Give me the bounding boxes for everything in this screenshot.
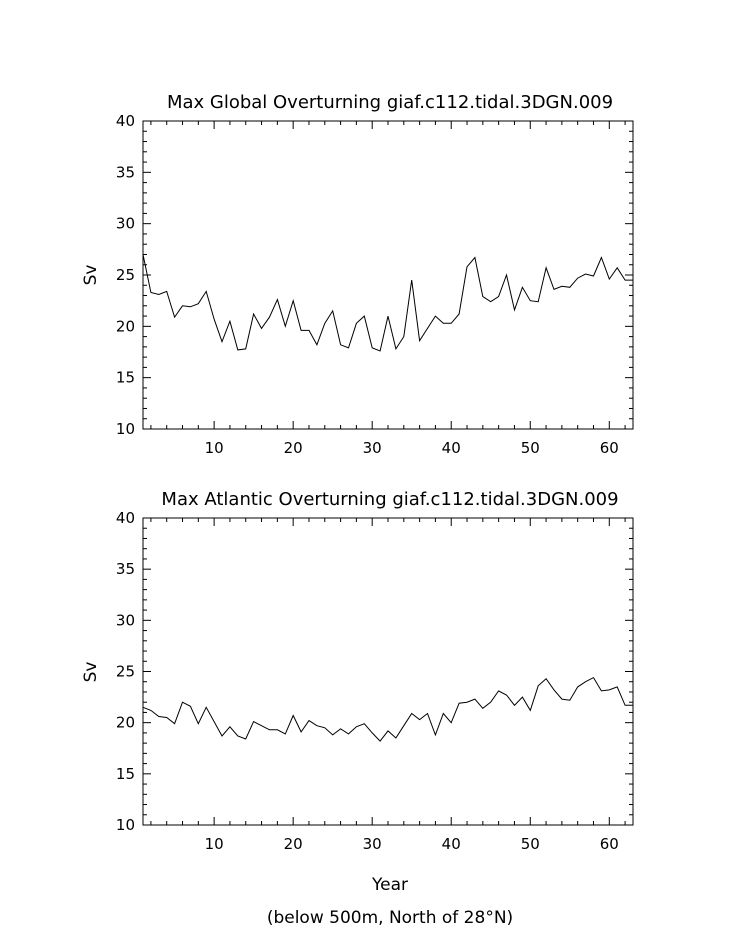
x-tick-label: 20 — [284, 439, 303, 457]
tick-labels: 10 20 30 40 50 60 10 15 20 25 30 35 40 — [116, 112, 619, 457]
x-tick-label: 30 — [363, 439, 382, 457]
x-tick-label: 10 — [205, 835, 224, 853]
chart-title: Max Global Overturning giaf.c112.tidal.3… — [167, 92, 613, 113]
x-tick-label: 40 — [442, 835, 461, 853]
y-tick-label: 40 — [116, 112, 135, 130]
y-tick-label: 35 — [116, 163, 135, 181]
x-tick-label: 10 — [205, 439, 224, 457]
x-tick-label: 50 — [521, 439, 540, 457]
y-tick-label: 30 — [116, 611, 135, 629]
y-tick-label: 30 — [116, 215, 135, 233]
x-tick-label: 50 — [521, 835, 540, 853]
y-axis-label: Sv — [81, 662, 101, 683]
chart-title: Max Atlantic Overturning giaf.c112.tidal… — [161, 489, 618, 510]
y-tick-label: 15 — [116, 369, 135, 387]
tick-labels: 10 20 30 40 50 60 10 15 20 25 30 35 40 — [116, 509, 619, 853]
y-tick-label: 25 — [116, 663, 135, 681]
x-tick-label: 40 — [442, 439, 461, 457]
atlantic-overturning-chart: Max Atlantic Overturning giaf.c112.tidal… — [81, 489, 634, 928]
y-tick-label: 40 — [116, 509, 135, 527]
plot-frame — [142, 120, 634, 430]
y-axis-label: Sv — [81, 265, 101, 286]
x-tick-label: 20 — [284, 835, 303, 853]
global-overturning-chart: Max Global Overturning giaf.c112.tidal.3… — [81, 92, 634, 457]
y-tick-label: 20 — [116, 317, 135, 335]
y-tick-label: 10 — [116, 420, 135, 438]
y-tick-label: 10 — [116, 816, 135, 834]
y-tick-label: 25 — [116, 266, 135, 284]
y-tick-label: 15 — [116, 765, 135, 783]
y-tick-label: 35 — [116, 560, 135, 578]
axis-ticks — [143, 120, 633, 430]
x-tick-label: 60 — [600, 439, 619, 457]
x-tick-label: 30 — [363, 835, 382, 853]
x-tick-label: 60 — [600, 835, 619, 853]
axis-ticks — [143, 517, 633, 826]
y-tick-label: 20 — [116, 714, 135, 732]
series-line — [142, 676, 633, 742]
plot-frame — [142, 517, 634, 826]
series-line — [142, 254, 633, 352]
x-axis-label: Year — [371, 875, 408, 895]
chart-note: (below 500m, North of 28°N) — [267, 908, 513, 928]
